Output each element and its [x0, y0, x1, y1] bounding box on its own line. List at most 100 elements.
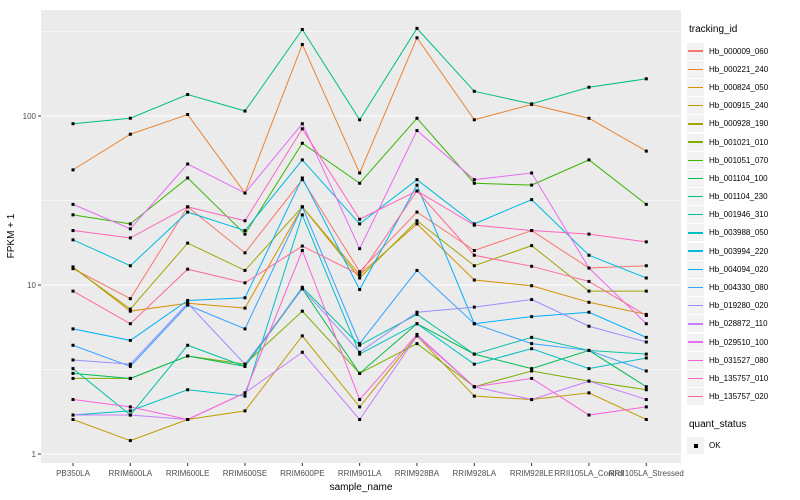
legend-key-line [688, 395, 703, 398]
legend-item-label: Hb_000824_050 [709, 82, 769, 92]
legend-key-swatch [687, 151, 704, 169]
data-point [358, 398, 362, 402]
data-point [186, 303, 190, 307]
data-point [587, 348, 591, 352]
data-point [530, 335, 534, 339]
data-point [186, 205, 190, 209]
data-point [587, 85, 591, 89]
x-tick-label: RRII105LA_Stressed [609, 469, 684, 478]
data-point [71, 289, 75, 293]
data-point [530, 347, 534, 351]
data-point [186, 113, 190, 117]
legend-item-Hb_000009_060: Hb_000009_060 [687, 42, 799, 60]
data-point [71, 229, 75, 233]
data-point [415, 210, 419, 214]
legend-item-Hb_019280_020: Hb_019280_020 [687, 297, 799, 315]
data-point [243, 306, 247, 310]
data-point [300, 287, 304, 291]
data-point [71, 265, 75, 269]
data-point [587, 158, 591, 162]
x-tick-label: RRII105LA_Control [554, 469, 624, 478]
legend-key-line [688, 177, 703, 180]
legend-key-line [688, 286, 703, 289]
data-point [300, 27, 304, 31]
legend-key-line [688, 305, 703, 307]
data-point [644, 418, 648, 422]
data-point [415, 268, 419, 272]
data-point [71, 371, 75, 375]
x-tick-label: RRIM600SE [223, 469, 267, 478]
data-point [587, 413, 591, 417]
data-point [415, 36, 419, 40]
data-point [243, 364, 247, 368]
legend-key-line [688, 232, 703, 234]
legend-item-Hb_004330_080: Hb_004330_080 [687, 278, 799, 297]
legend-item-Hb_003988_050: Hb_003988_050 [687, 224, 799, 242]
legend-key-swatch [687, 188, 704, 206]
data-point [128, 116, 132, 120]
data-point [128, 376, 132, 380]
data-point [530, 398, 534, 402]
data-point [644, 385, 648, 389]
legend-item-Hb_000928_190: Hb_000928_190 [687, 115, 799, 133]
legend-key-swatch [687, 97, 704, 115]
legend-item-label: Hb_001104_100 [709, 173, 768, 183]
data-point [128, 222, 132, 226]
legend-item-label: Hb_001021_010 [709, 137, 769, 147]
data-point [71, 202, 75, 206]
data-point [472, 394, 476, 398]
legend-item-Hb_135757_010: Hb_135757_010 [687, 369, 799, 387]
data-point [530, 298, 534, 302]
legend-item-label: Hb_000221_240 [709, 64, 769, 74]
data-point [472, 223, 476, 227]
data-point [71, 238, 75, 242]
legend-key-swatch [687, 437, 704, 455]
legend-key-swatch [687, 297, 704, 315]
legend-key-line [688, 123, 703, 125]
x-tick-label: RRIM901LA [338, 469, 382, 478]
data-point [186, 343, 190, 347]
data-point [415, 189, 419, 193]
data-point [243, 229, 247, 233]
data-point [472, 264, 476, 268]
legend-key-line [688, 377, 703, 380]
data-point [415, 222, 419, 226]
data-point [644, 313, 648, 317]
data-point [243, 232, 247, 236]
data-point [358, 288, 362, 292]
plot-panel [41, 10, 681, 463]
data-point [71, 367, 75, 371]
x-tick-label: RRIM928LA [453, 469, 497, 478]
legend-item-list: Hb_000009_060 Hb_000221_240 Hb_000824_050 H… [687, 42, 799, 406]
data-point [128, 309, 132, 313]
data-point [300, 350, 304, 354]
data-point [300, 178, 304, 182]
data-point [530, 244, 534, 248]
x-tick-label: RRIM928LE [510, 469, 554, 478]
data-point [128, 409, 132, 413]
data-point [186, 301, 190, 305]
y-tick-label: 10 [27, 281, 36, 290]
data-point [300, 141, 304, 145]
data-point [472, 322, 476, 326]
data-point [186, 162, 190, 166]
data-point [300, 42, 304, 46]
data-point [128, 322, 132, 326]
data-point [128, 227, 132, 231]
data-point [186, 298, 190, 302]
legend-item-label: Hb_135757_010 [709, 373, 769, 383]
data-point [128, 439, 132, 443]
legend-item-label: Hb_004094_020 [709, 264, 769, 274]
data-point [358, 118, 362, 122]
legend-item-Hb_029510_100: Hb_029510_100 [687, 333, 799, 351]
data-point [644, 340, 648, 344]
data-point [644, 276, 648, 280]
data-point [300, 158, 304, 162]
legend-item-Hb_000221_240: Hb_000221_240 [687, 60, 799, 78]
data-point [186, 176, 190, 180]
legend-item-Hb_135757_020: Hb_135757_020 [687, 388, 799, 406]
data-point [243, 296, 247, 300]
data-point [587, 310, 591, 314]
data-point [300, 176, 304, 180]
data-point [128, 307, 132, 311]
